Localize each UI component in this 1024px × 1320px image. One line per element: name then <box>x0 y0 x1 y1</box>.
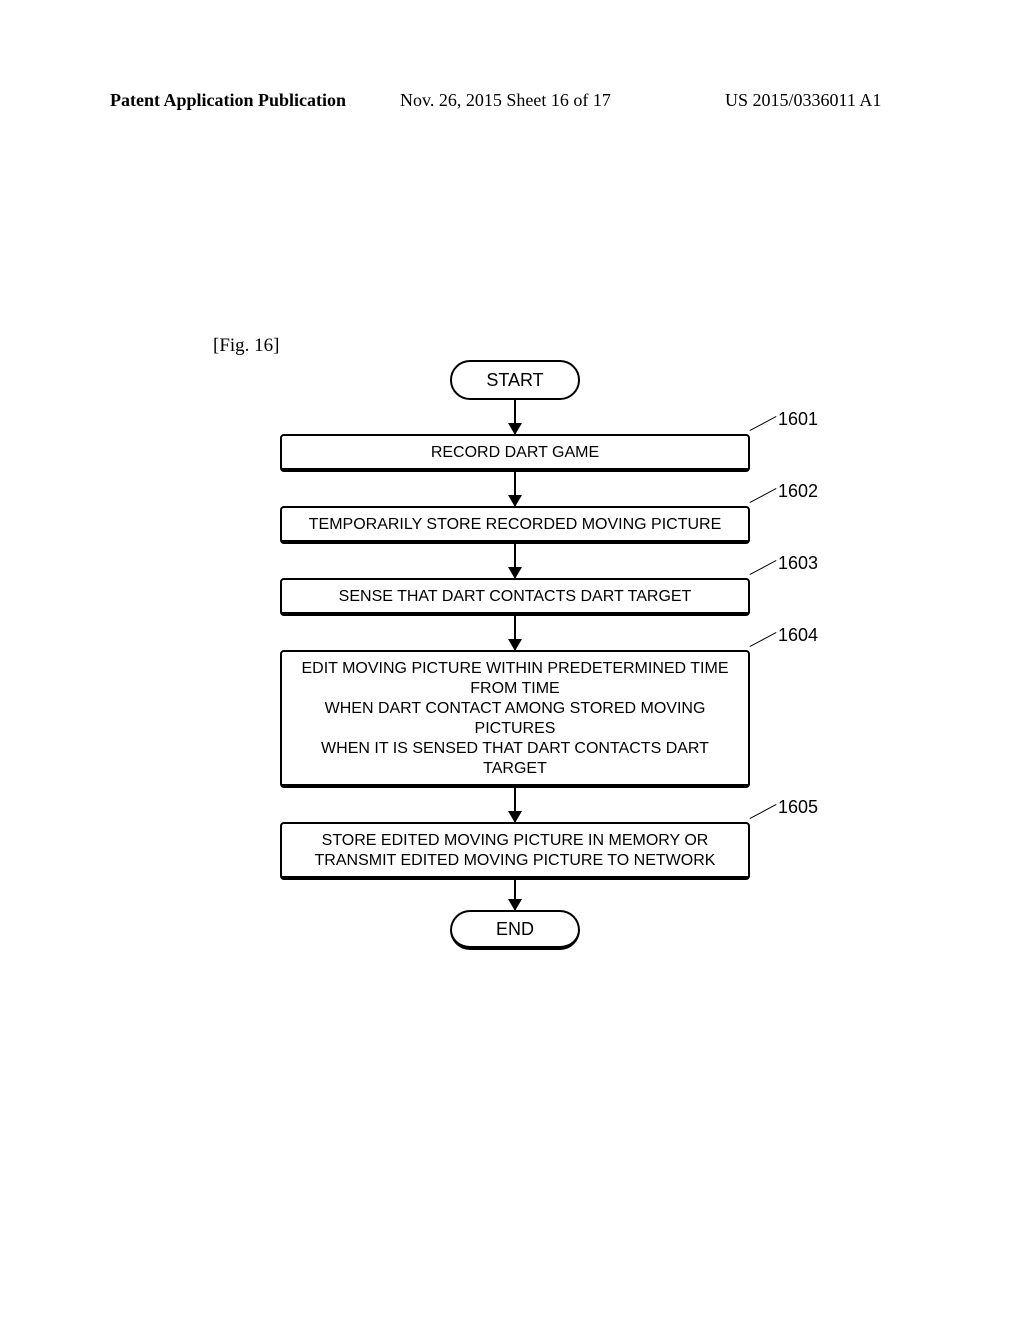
step-1604-id: 1604 <box>778 625 818 645</box>
terminal-start: START <box>450 360 580 400</box>
step-1603-id: 1603 <box>778 553 818 573</box>
leader-line <box>749 632 776 648</box>
header-right: US 2015/0336011 A1 <box>725 90 881 111</box>
arrow <box>514 880 517 910</box>
arrow <box>514 544 517 578</box>
leader-line <box>749 804 776 820</box>
step-1601-id: 1601 <box>778 409 818 429</box>
header-left: Patent Application Publication <box>110 90 346 111</box>
step-1602-text: TEMPORARILY STORE RECORDED MOVING PICTUR… <box>309 516 722 533</box>
figure-caption: [Fig. 16] <box>213 335 280 357</box>
step-1605-text: STORE EDITED MOVING PICTURE IN MEMORY OR… <box>315 832 716 869</box>
step-1601-label: 1601 <box>778 408 818 431</box>
arrow <box>514 472 517 506</box>
leader-line <box>749 560 776 576</box>
terminal-end-label: END <box>496 919 534 940</box>
step-1603: 1603 SENSE THAT DART CONTACTS DART TARGE… <box>280 578 750 616</box>
step-1602-label: 1602 <box>778 480 818 503</box>
arrow <box>514 788 517 822</box>
arrow <box>514 400 517 434</box>
terminal-end: END <box>450 910 580 950</box>
step-1603-label: 1603 <box>778 552 818 575</box>
step-1602-id: 1602 <box>778 481 818 501</box>
step-1605: 1605 STORE EDITED MOVING PICTURE IN MEMO… <box>280 822 750 880</box>
leader-line <box>749 488 776 504</box>
step-1602: 1602 TEMPORARILY STORE RECORDED MOVING P… <box>280 506 750 544</box>
page: Patent Application Publication Nov. 26, … <box>0 0 1024 1320</box>
step-1604-text: EDIT MOVING PICTURE WITHIN PREDETERMINED… <box>302 660 729 777</box>
step-1605-label: 1605 <box>778 796 818 819</box>
step-1604: 1604 EDIT MOVING PICTURE WITHIN PREDETER… <box>280 650 750 788</box>
arrow <box>514 616 517 650</box>
step-1601-text: RECORD DART GAME <box>431 444 599 461</box>
step-1603-text: SENSE THAT DART CONTACTS DART TARGET <box>339 588 692 605</box>
flowchart: START 1601 RECORD DART GAME 1602 TEMPORA… <box>215 360 815 950</box>
step-1601: 1601 RECORD DART GAME <box>280 434 750 472</box>
step-1604-label: 1604 <box>778 624 818 647</box>
leader-line <box>749 416 776 432</box>
terminal-start-label: START <box>486 370 543 391</box>
header-center: Nov. 26, 2015 Sheet 16 of 17 <box>400 90 611 111</box>
step-1605-id: 1605 <box>778 797 818 817</box>
